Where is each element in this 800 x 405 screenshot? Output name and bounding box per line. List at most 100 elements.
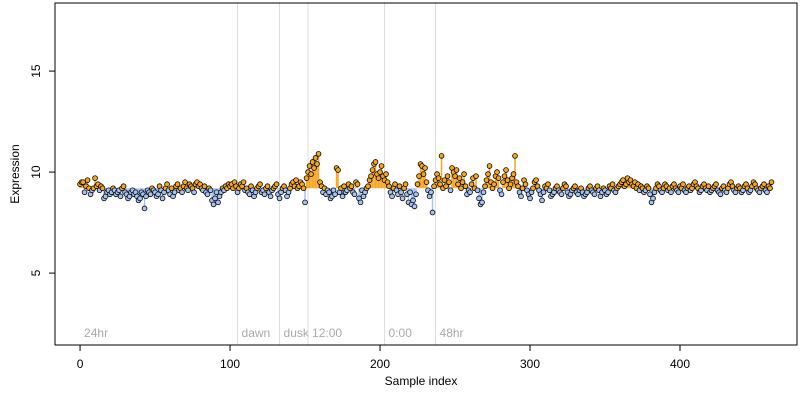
point [422,165,428,171]
point [335,167,341,173]
point [411,203,418,210]
event-label: dawn [242,326,271,340]
point [137,195,143,202]
point [302,199,308,206]
point [332,191,338,198]
point [539,197,545,204]
point [207,187,214,194]
point [378,163,385,169]
point [605,189,611,196]
point [705,183,712,190]
point [326,189,332,196]
points [77,151,775,216]
point [668,189,674,196]
point [438,153,445,159]
point [99,185,106,192]
point [591,191,598,198]
point [479,199,485,206]
x-tick-label: 200 [370,357,390,371]
point [311,165,317,171]
point [459,179,466,185]
point [767,185,773,192]
point [204,191,211,198]
point [510,171,517,177]
point [474,187,481,194]
event-label: dusk [284,326,310,340]
point [473,173,479,179]
point [261,191,268,198]
y-axis-label: Expression [8,144,22,203]
point [620,177,626,183]
point [357,199,364,206]
point [410,197,416,204]
point [399,195,406,202]
point [351,191,358,198]
point [273,181,280,188]
plot-frame [54,2,798,346]
point [407,189,413,196]
point [147,191,154,198]
point [210,201,217,208]
y-tick-label: 5 [29,269,43,276]
point [383,171,389,177]
point [768,179,775,185]
point [545,181,551,188]
point [456,175,463,181]
point [650,195,656,202]
point [500,179,506,185]
point [365,183,371,190]
y-tick-label: 15 [29,64,43,78]
point [494,169,500,175]
event-label: 12:00 [312,326,342,340]
point [761,181,767,188]
point [504,177,511,183]
point [81,189,88,196]
point [482,183,488,190]
point [507,181,514,188]
point [441,177,448,183]
x-tick-label: 100 [220,357,240,371]
point [431,183,437,190]
point [530,185,536,192]
point [341,183,347,190]
point [164,181,170,188]
point [522,181,529,188]
point [117,193,124,200]
point [764,189,770,196]
point [515,183,521,190]
point [396,183,403,190]
point [377,169,383,175]
x-tick-label: 300 [520,357,540,371]
point [308,171,314,177]
point [572,183,578,190]
point [540,189,547,196]
point [168,185,175,192]
point [267,193,274,200]
point [306,163,313,169]
point [476,195,482,202]
point [498,191,505,198]
point [369,167,376,173]
point [312,155,319,161]
point [437,181,443,188]
point [453,167,460,173]
point [185,187,191,194]
point [339,193,346,200]
point [461,171,467,177]
point [519,185,526,192]
point [372,159,379,165]
point [120,183,127,190]
point [645,185,652,192]
point [462,183,469,190]
point [518,193,524,200]
point [212,195,218,202]
point [201,183,208,190]
point [375,175,382,181]
point [315,151,322,157]
point [348,183,355,190]
point [389,193,395,200]
point [527,195,533,202]
point [300,185,307,192]
point [257,181,263,188]
